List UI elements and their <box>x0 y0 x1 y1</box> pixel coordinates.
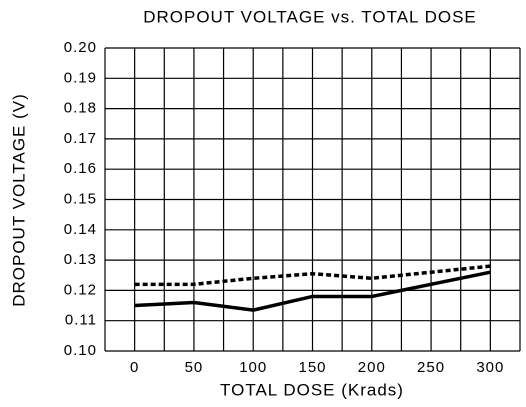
y-tick-label: 0.10 <box>64 342 97 359</box>
x-tick-label: 200 <box>358 359 386 376</box>
y-axis-label: DROPOUT VOLTAGE (V) <box>9 93 28 307</box>
chart-title: DROPOUT VOLTAGE vs. TOTAL DOSE <box>143 7 477 26</box>
x-tick-label: 250 <box>417 359 445 376</box>
x-tick-label: 100 <box>239 359 267 376</box>
x-tick-label: 150 <box>298 359 326 376</box>
line-series <box>134 270 491 312</box>
y-tick-label: 0.11 <box>65 312 97 329</box>
y-tick-label: 0.15 <box>64 190 97 207</box>
line-series <box>134 264 491 287</box>
x-tick-label: 0 <box>130 359 139 376</box>
y-tick-label: 0.18 <box>64 100 97 117</box>
y-tick-label: 0.20 <box>64 39 97 56</box>
y-tick-label: 0.19 <box>64 69 97 86</box>
y-tick-label: 0.12 <box>64 281 97 298</box>
x-tick-label: 50 <box>185 359 204 376</box>
x-tick-label: 300 <box>476 359 504 376</box>
y-tick-label: 0.13 <box>64 251 97 268</box>
y-tick-label: 0.14 <box>64 221 97 238</box>
x-axis-label: TOTAL DOSE (Krads) <box>220 380 404 399</box>
y-tick-label: 0.16 <box>64 160 97 177</box>
y-tick-label: 0.17 <box>64 130 97 147</box>
